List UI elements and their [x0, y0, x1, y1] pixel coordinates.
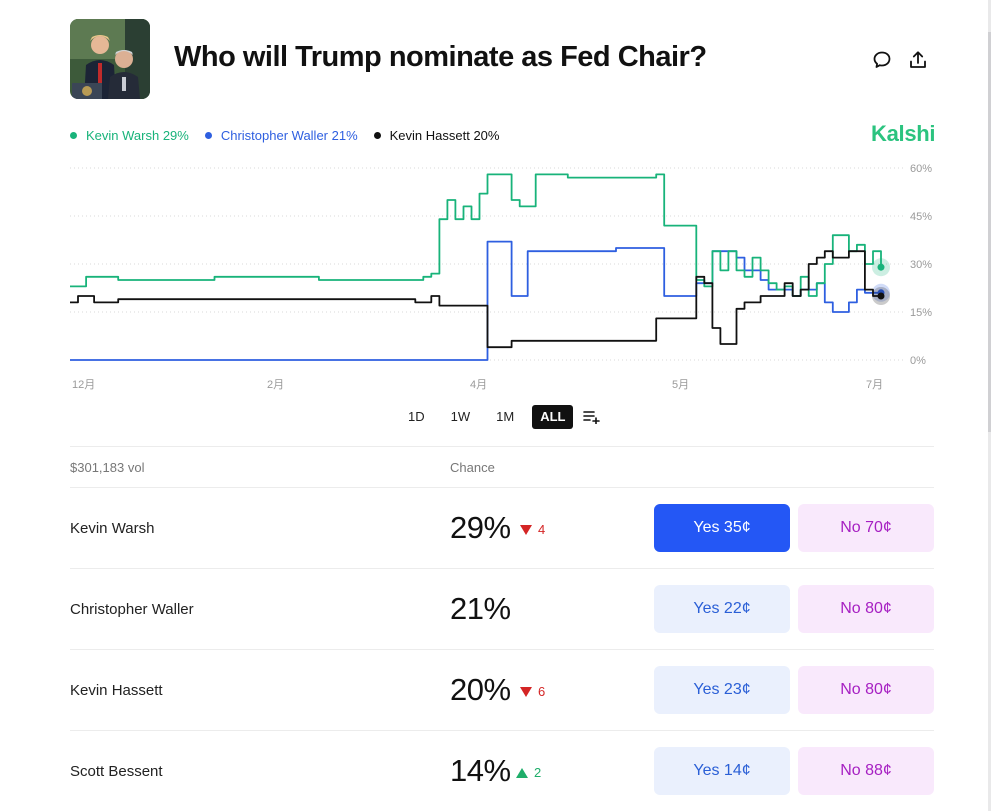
series-line-kevin-hassett: [70, 250, 881, 349]
outcome-name: Kevin Hassett: [70, 682, 163, 699]
buy-yes-button[interactable]: Yes 14¢: [654, 747, 790, 795]
outcome-name: Kevin Warsh: [70, 520, 155, 537]
kalshi-logo[interactable]: Kalshi: [871, 121, 936, 146]
buy-no-button[interactable]: No 80¢: [798, 585, 934, 633]
range-1w-button[interactable]: 1W: [450, 409, 471, 424]
x-tick-label: 5月: [672, 379, 689, 391]
series-end-point: [877, 263, 885, 271]
buy-no-button[interactable]: No 70¢: [798, 504, 934, 552]
down-arrow-icon: [520, 686, 532, 697]
range-1m-button[interactable]: 1M: [496, 409, 515, 424]
legend-dot-icon: [373, 131, 381, 139]
outcome-delta: 2: [516, 765, 541, 780]
time-range-selector: 1D 1W 1M ALL: [400, 405, 601, 429]
buy-no-button[interactable]: No 80¢: [798, 666, 934, 714]
page-title: Who will Trump nominate as Fed Chair?: [174, 41, 707, 73]
market-header: Who will Trump nominate as Fed Chair?: [70, 19, 940, 99]
share-icon[interactable]: [907, 49, 929, 71]
x-tick-label: 2月: [267, 379, 284, 391]
x-tick-label: 12月: [72, 379, 95, 391]
volume-label: $301,183 vol: [70, 460, 145, 475]
buy-yes-button[interactable]: Yes 35¢: [654, 504, 790, 552]
outcome-row-hassett[interactable]: Kevin Hassett 20% 6 Yes 23¢ No 80¢: [70, 650, 934, 731]
chart-legend: Kevin Warsh 29% Christopher Waller 21% K…: [70, 126, 515, 144]
y-tick-label: 30%: [910, 259, 932, 271]
buy-yes-button[interactable]: Yes 22¢: [654, 585, 790, 633]
outcome-delta: 6: [520, 684, 545, 699]
outcome-name: Christopher Waller: [70, 601, 194, 618]
series-line-kevin-warsh: [70, 173, 882, 297]
y-tick-label: 15%: [910, 307, 932, 319]
legend-dot-icon: [70, 131, 77, 139]
comment-icon[interactable]: [871, 49, 893, 71]
outcome-row-warsh[interactable]: Kevin Warsh 29% 4 Yes 35¢ No 70¢: [70, 488, 934, 569]
divider: [70, 487, 934, 488]
outcome-chance: 20%: [450, 672, 511, 707]
y-tick-label: 60%: [910, 163, 932, 175]
outcome-delta: 4: [520, 522, 545, 537]
legend-dot-icon: [204, 131, 212, 139]
legend-label: Kevin Hassett 20%: [389, 127, 500, 143]
legend-item-hassett: Kevin Hassett 20%: [373, 127, 500, 143]
x-tick-label: 4月: [470, 379, 487, 391]
x-tick-label: 7月: [866, 379, 883, 391]
y-tick-label: 0%: [910, 355, 926, 367]
series-end-point: [877, 292, 885, 300]
outcome-row-waller[interactable]: Christopher Waller 21% Yes 22¢ No 80¢: [70, 569, 934, 650]
divider: [70, 568, 934, 569]
page-scrollbar[interactable]: [988, 0, 991, 811]
divider: [70, 730, 934, 731]
down-arrow-icon: [520, 524, 532, 535]
market-thumbnail: [70, 19, 150, 99]
divider: [70, 446, 934, 447]
up-arrow-icon: [516, 767, 528, 778]
price-chart[interactable]: 60% 45% 30% 15% 0% 12月 2月 4月 5月 7月: [0, 150, 991, 395]
chance-header: Chance: [450, 460, 495, 475]
y-tick-label: 45%: [910, 211, 932, 223]
legend-label: Christopher Waller 21%: [220, 127, 358, 143]
range-all-button[interactable]: ALL: [532, 405, 574, 429]
series-line-christopher-waller: [70, 240, 881, 361]
outcome-chance: 14%: [450, 753, 511, 788]
legend-label: Kevin Warsh 29%: [86, 127, 189, 143]
outcome-name: Scott Bessent: [70, 763, 163, 780]
buy-yes-button[interactable]: Yes 23¢: [654, 666, 790, 714]
chart-settings-icon[interactable]: [583, 405, 601, 429]
buy-no-button[interactable]: No 88¢: [798, 747, 934, 795]
legend-item-warsh: Kevin Warsh 29%: [70, 128, 189, 143]
outcome-row-bessent[interactable]: Scott Bessent 14% 2 Yes 14¢ No 88¢: [70, 731, 934, 811]
range-1d-button[interactable]: 1D: [408, 409, 425, 424]
outcome-chance: 21%: [450, 591, 511, 626]
divider: [70, 649, 934, 650]
scrollbar-thumb[interactable]: [988, 32, 991, 432]
outcome-chance: 29%: [450, 510, 511, 545]
legend-item-waller: Christopher Waller 21%: [204, 127, 358, 143]
